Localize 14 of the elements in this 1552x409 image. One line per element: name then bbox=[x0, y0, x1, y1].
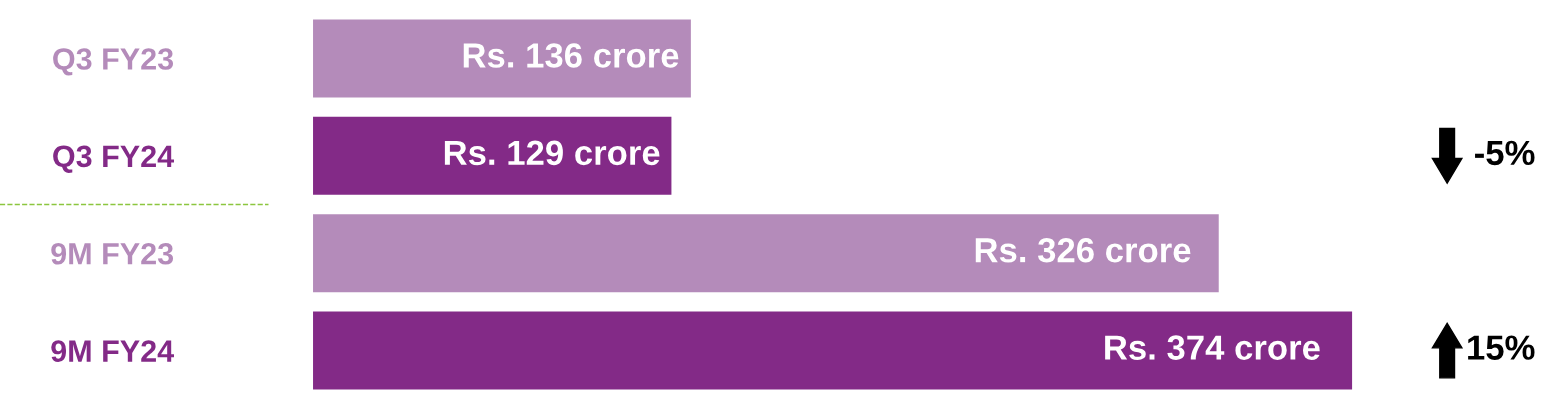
bar bbox=[313, 311, 1353, 390]
bar bbox=[313, 19, 691, 98]
text: 15% bbox=[1468, 335, 1535, 360]
y-tick-label: Q3 FY23 bbox=[53, 48, 174, 76]
data-label: Rs. 374 crore bbox=[1105, 335, 1320, 360]
y-tick-label: Q3 FY24 bbox=[53, 145, 174, 173]
y-tick-label: 9M FY23 bbox=[51, 242, 174, 265]
bar bbox=[313, 214, 1219, 293]
data-label: Rs. 129 crore bbox=[444, 140, 660, 166]
y-tick-label: 9M FY24 bbox=[51, 340, 174, 362]
data-label: Rs. 136 crore bbox=[463, 43, 679, 68]
data-label: Rs. 326 crore bbox=[975, 237, 1191, 263]
text: -5% bbox=[1475, 140, 1535, 166]
bar bbox=[313, 116, 672, 195]
